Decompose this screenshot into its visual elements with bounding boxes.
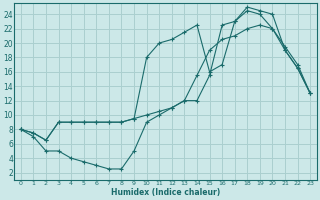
X-axis label: Humidex (Indice chaleur): Humidex (Indice chaleur) — [111, 188, 220, 197]
